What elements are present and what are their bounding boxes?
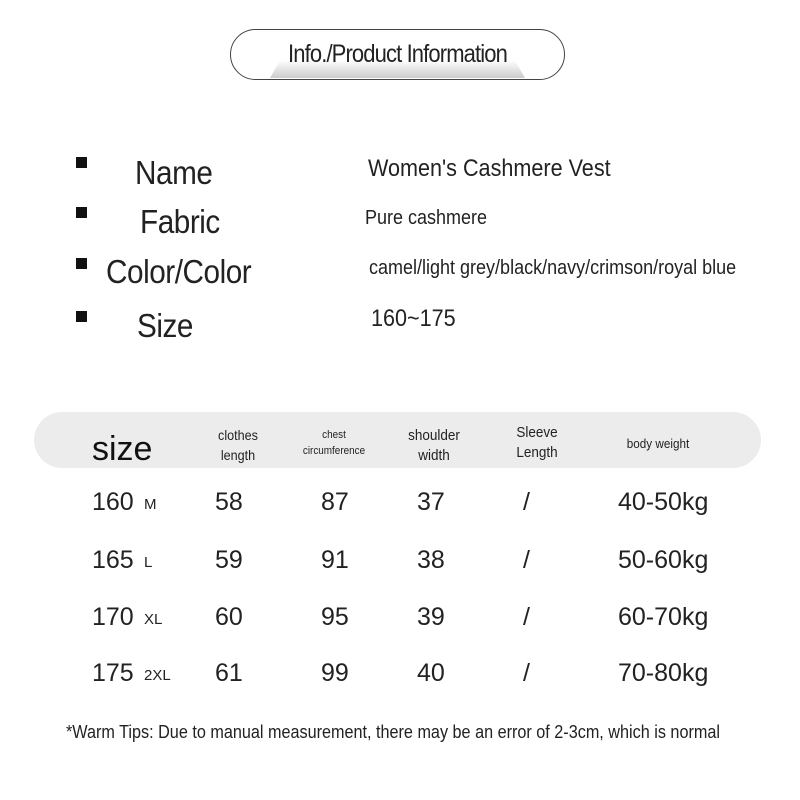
title-pill-shadow [270, 60, 525, 78]
header-body-weight: body weight [626, 436, 690, 451]
header-text: Length [516, 444, 558, 461]
header-text: Sleeve [516, 424, 558, 441]
cell-sleeve: / [523, 659, 530, 687]
cell-chest: 91 [321, 546, 349, 574]
cell-length: 60 [215, 603, 243, 631]
cell-height: 170 [92, 603, 134, 631]
cell-length: 59 [215, 546, 243, 574]
header-text: clothes [218, 427, 258, 443]
cell-height: 165 [92, 546, 134, 574]
info-label-fabric: Fabric [140, 203, 220, 240]
cell-shoulder: 40 [417, 659, 445, 687]
bullet-icon [76, 207, 87, 218]
page-title: Info./Product Information [288, 40, 508, 68]
info-value-color: camel/light grey/black/navy/crimson/roya… [369, 257, 737, 279]
header-text: length [220, 447, 256, 463]
cell-shoulder: 39 [417, 603, 445, 631]
cell-size: XL [144, 611, 163, 628]
header-text: chest [322, 429, 346, 441]
info-label-color: Color/Color [106, 253, 252, 290]
cell-length: 58 [215, 488, 243, 516]
header-text: width [418, 447, 450, 464]
info-value-size: 160~175 [371, 305, 456, 332]
header-text: circumference [302, 445, 366, 457]
table-header-band [34, 412, 761, 468]
bullet-icon [76, 258, 87, 269]
info-label-size: Size [137, 307, 193, 344]
info-value-fabric: Pure cashmere [365, 207, 488, 229]
cell-chest: 87 [321, 488, 349, 516]
cell-size: L [144, 554, 153, 571]
header-shoulder: shoulder width [398, 426, 470, 466]
info-value-name: Women's Cashmere Vest [368, 155, 611, 182]
header-size: size [92, 430, 153, 468]
cell-size: 2XL [144, 667, 171, 684]
bullet-icon [76, 311, 87, 322]
cell-height: 160 [92, 488, 134, 516]
cell-chest: 99 [321, 659, 349, 687]
cell-weight: 50-60kg [618, 546, 709, 574]
cell-length: 61 [215, 659, 243, 687]
cell-shoulder: 37 [417, 488, 445, 516]
bullet-icon [76, 157, 87, 168]
header-chest: chest circumference [298, 427, 370, 459]
cell-weight: 60-70kg [618, 603, 709, 631]
cell-height: 175 [92, 659, 134, 687]
header-text: shoulder [408, 427, 460, 444]
cell-size: M [144, 496, 157, 513]
cell-sleeve: / [523, 546, 530, 574]
cell-sleeve: / [523, 488, 530, 516]
header-clothes-length: clothes length [202, 425, 274, 465]
header-sleeve: Sleeve Length [501, 423, 573, 463]
cell-weight: 40-50kg [618, 488, 709, 516]
cell-sleeve: / [523, 603, 530, 631]
cell-shoulder: 38 [417, 546, 445, 574]
cell-chest: 95 [321, 603, 349, 631]
info-label-name: Name [135, 154, 213, 191]
warm-tips: *Warm Tips: Due to manual measurement, t… [66, 722, 720, 742]
cell-weight: 70-80kg [618, 659, 709, 687]
